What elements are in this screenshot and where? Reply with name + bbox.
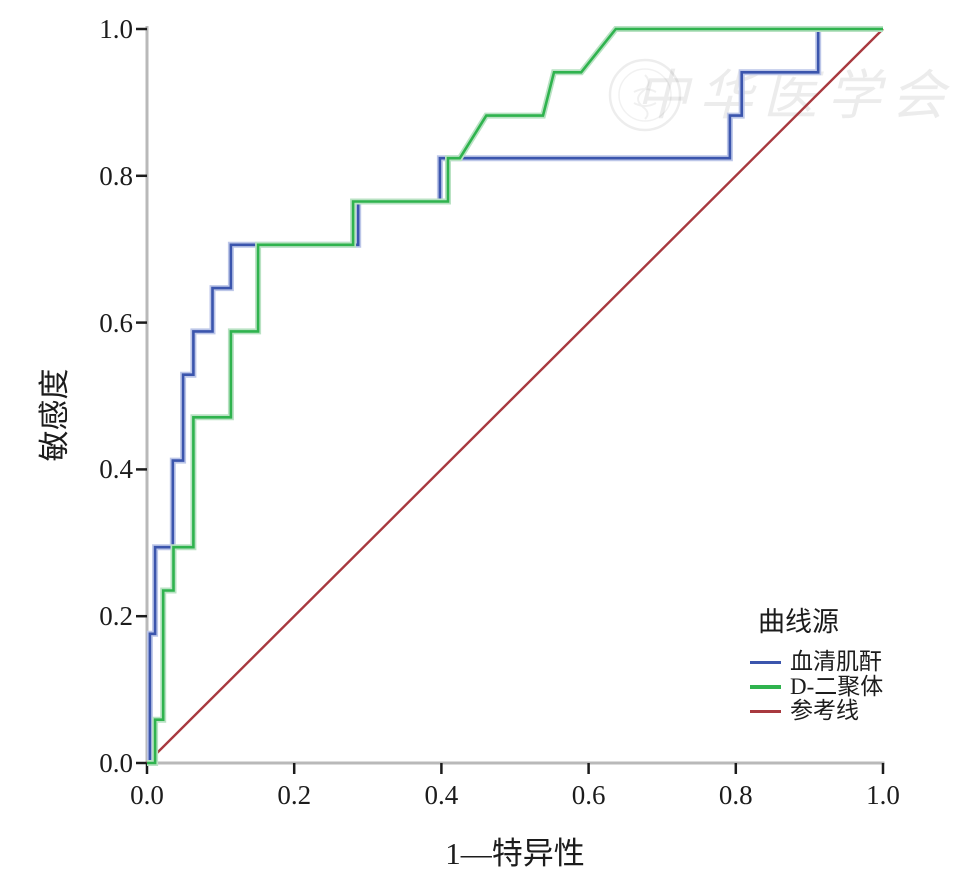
y-tick-label: 0.6 <box>99 307 133 338</box>
x-tick-label: 0.6 <box>571 780 606 810</box>
legend-item-reference-line: 参考线 <box>750 699 883 724</box>
d-dimer-curve <box>147 27 883 765</box>
legend-title: 曲线源 <box>758 607 839 637</box>
x-tick-label: 1.0 <box>866 780 900 810</box>
watermark-text: 中华医学会 <box>635 66 954 126</box>
cma-seal-outer-ring-icon <box>608 58 682 132</box>
x-tick-label: 0.4 <box>424 780 459 810</box>
legend-label-serum-creatinine: 血清肌酐 <box>790 649 882 675</box>
reference-line-curve <box>146 28 884 764</box>
cma-seal-emblem-icon <box>633 74 657 120</box>
legend-item-d-dimer: D-二聚体 <box>750 673 884 700</box>
reference-line-swatch-icon <box>750 709 781 713</box>
legend: 曲线源 血清肌酐 D-二聚体 参考线 <box>750 600 883 724</box>
legend-label-d-dimer: D-二聚体 <box>790 673 884 699</box>
legend-item-serum-creatinine: 血清肌酐 <box>750 650 883 675</box>
y-tick-label: 0.2 <box>99 601 133 632</box>
serum-creatinine-swatch-icon <box>750 660 781 664</box>
cma-watermark: 中华医学会 <box>608 58 954 132</box>
x-tick-label: 0.2 <box>277 780 312 810</box>
y-tick-label: 0.8 <box>99 160 133 191</box>
serum-creatinine-curve <box>147 27 883 765</box>
y-tick-label: 1.0 <box>99 14 133 44</box>
d-dimer-swatch-icon <box>750 685 781 689</box>
cma-seal-inner-ring-icon <box>618 68 672 122</box>
x-axis-title: 1—特异性 <box>445 836 585 871</box>
y-tick-label: 0.0 <box>99 748 133 778</box>
y-axis-title: 敏感度 <box>37 368 72 462</box>
x-tick-label: 0.8 <box>718 780 753 810</box>
legend-label-reference-line: 参考线 <box>790 698 859 724</box>
y-tick-label: 0.4 <box>99 454 133 485</box>
x-tick-label: 0.0 <box>130 780 164 810</box>
